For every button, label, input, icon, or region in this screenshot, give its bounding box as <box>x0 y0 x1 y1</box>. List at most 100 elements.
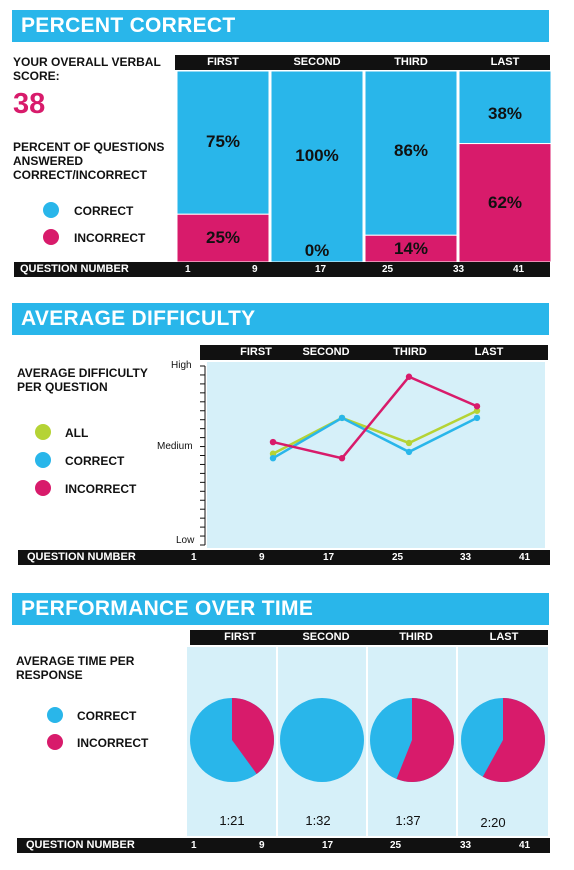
label-correct-last: 38% <box>487 104 523 124</box>
point-incorrect-third <box>405 373 413 380</box>
qnum-1: 1 <box>191 552 197 563</box>
label-correct-second: 100% <box>295 145 339 165</box>
line-correct <box>272 416 478 460</box>
question-number-label: QUESTION NUMBER <box>20 263 129 275</box>
bar-correct-second <box>270 70 364 263</box>
legend-correct: CORRECT <box>77 709 137 723</box>
percent-desc: PERCENT OF QUESTIONS ANSWERED CORRECT/IN… <box>13 140 165 182</box>
point-correct-first <box>269 454 277 462</box>
qnum-17: 17 <box>322 840 334 851</box>
qnum-9: 9 <box>252 264 258 275</box>
qnum-33: 33 <box>453 264 465 275</box>
section2-question-bar <box>18 550 550 565</box>
point-correct-third <box>405 448 413 456</box>
difficulty-line-chart <box>200 365 481 546</box>
label-incorrect-first: 25% <box>205 228 241 248</box>
line-all <box>272 409 478 455</box>
legend-correct: CORRECT <box>74 204 134 218</box>
header-first: FIRST <box>240 346 272 358</box>
time-last: 2:20 <box>480 815 506 830</box>
bar-incorrect-first <box>176 213 270 263</box>
qnum-25: 25 <box>392 552 404 563</box>
incorrect-dot-icon <box>35 480 51 496</box>
y-label-high: High <box>171 360 192 371</box>
header-second: SECOND <box>302 346 350 358</box>
incorrect-dot-icon <box>47 734 63 750</box>
pie-incorrect-third <box>396 698 454 782</box>
qnum-9: 9 <box>259 552 265 563</box>
qnum-25: 25 <box>382 264 394 275</box>
line-incorrect <box>272 375 478 460</box>
section2-header-bar <box>200 345 548 360</box>
qnum-1: 1 <box>191 840 197 851</box>
label-correct-first: 75% <box>205 132 241 152</box>
point-incorrect-first <box>269 438 277 446</box>
incorrect-dot-icon <box>43 229 59 245</box>
time-desc: AVERAGE TIME PER RESPONSE <box>16 654 135 682</box>
qnum-9: 9 <box>259 840 265 851</box>
header-third: THIRD <box>399 631 433 643</box>
question-number-label: QUESTION NUMBER <box>26 839 135 851</box>
section1-header-bar <box>175 55 550 70</box>
difficulty-desc: AVERAGE DIFFICULTY PER QUESTION <box>17 366 148 394</box>
legend-correct: CORRECT <box>65 454 125 468</box>
qnum-25: 25 <box>390 840 402 851</box>
qnum-1: 1 <box>185 264 191 275</box>
correct-dot-icon <box>43 202 59 218</box>
score-label: YOUR OVERALL VERBAL SCORE: <box>13 55 161 83</box>
header-last: LAST <box>474 346 504 358</box>
label-correct-third: 86% <box>393 140 429 160</box>
bar-correct-first <box>176 70 270 215</box>
legend-incorrect: INCORRECT <box>77 736 149 750</box>
section3-question-bar <box>17 838 550 853</box>
bar-correct-third <box>364 70 458 236</box>
point-correct-second <box>338 414 346 422</box>
section1-question-bar <box>14 262 550 277</box>
pie-incorrect-last <box>482 698 546 783</box>
all-dot-icon <box>35 424 51 440</box>
qnum-33: 33 <box>460 552 472 563</box>
point-all-third <box>405 439 413 447</box>
label-incorrect-second: 0% <box>304 241 330 260</box>
bar-incorrect-last <box>458 143 552 263</box>
time-third: 1:37 <box>395 813 421 828</box>
stacked-bar-chart <box>176 70 552 263</box>
qnum-41: 41 <box>513 264 525 275</box>
qnum-41: 41 <box>519 552 531 563</box>
question-number-label: QUESTION NUMBER <box>27 551 136 563</box>
score-value: 38 <box>13 88 46 120</box>
legend-all: ALL <box>65 426 89 440</box>
point-correct-last <box>473 414 481 422</box>
section3-header-bar <box>190 630 548 645</box>
qnum-17: 17 <box>323 552 335 563</box>
header-second: SECOND <box>302 631 350 643</box>
time-first: 1:21 <box>219 813 245 828</box>
header-third: THIRD <box>394 56 428 68</box>
header-last: LAST <box>490 56 520 68</box>
point-incorrect-last <box>473 403 481 410</box>
qnum-33: 33 <box>460 840 472 851</box>
qnum-41: 41 <box>519 840 531 851</box>
pie-correct-second <box>280 698 364 782</box>
section-title-average-difficulty: AVERAGE DIFFICULTY <box>12 303 549 335</box>
header-last: LAST <box>489 631 519 643</box>
label-incorrect-third: 14% <box>393 238 429 258</box>
y-label-low: Low <box>176 535 195 546</box>
correct-dot-icon <box>35 452 51 468</box>
section-title-performance-over-time: PERFORMANCE OVER TIME <box>12 593 549 625</box>
point-all-last <box>473 407 481 414</box>
label-incorrect-last: 62% <box>487 192 523 212</box>
header-second: SECOND <box>293 56 341 68</box>
qnum-17: 17 <box>315 264 327 275</box>
pie-incorrect-first <box>232 698 274 774</box>
point-incorrect-second <box>338 454 346 462</box>
legend-incorrect: INCORRECT <box>65 482 137 496</box>
difficulty-plot-area <box>207 362 545 548</box>
section-title-percent-correct: PERCENT CORRECT <box>12 10 549 42</box>
time-second: 1:32 <box>305 813 331 828</box>
header-first: FIRST <box>224 631 256 643</box>
point-all-first <box>269 450 277 457</box>
header-third: THIRD <box>393 346 427 358</box>
header-first: FIRST <box>207 56 239 68</box>
